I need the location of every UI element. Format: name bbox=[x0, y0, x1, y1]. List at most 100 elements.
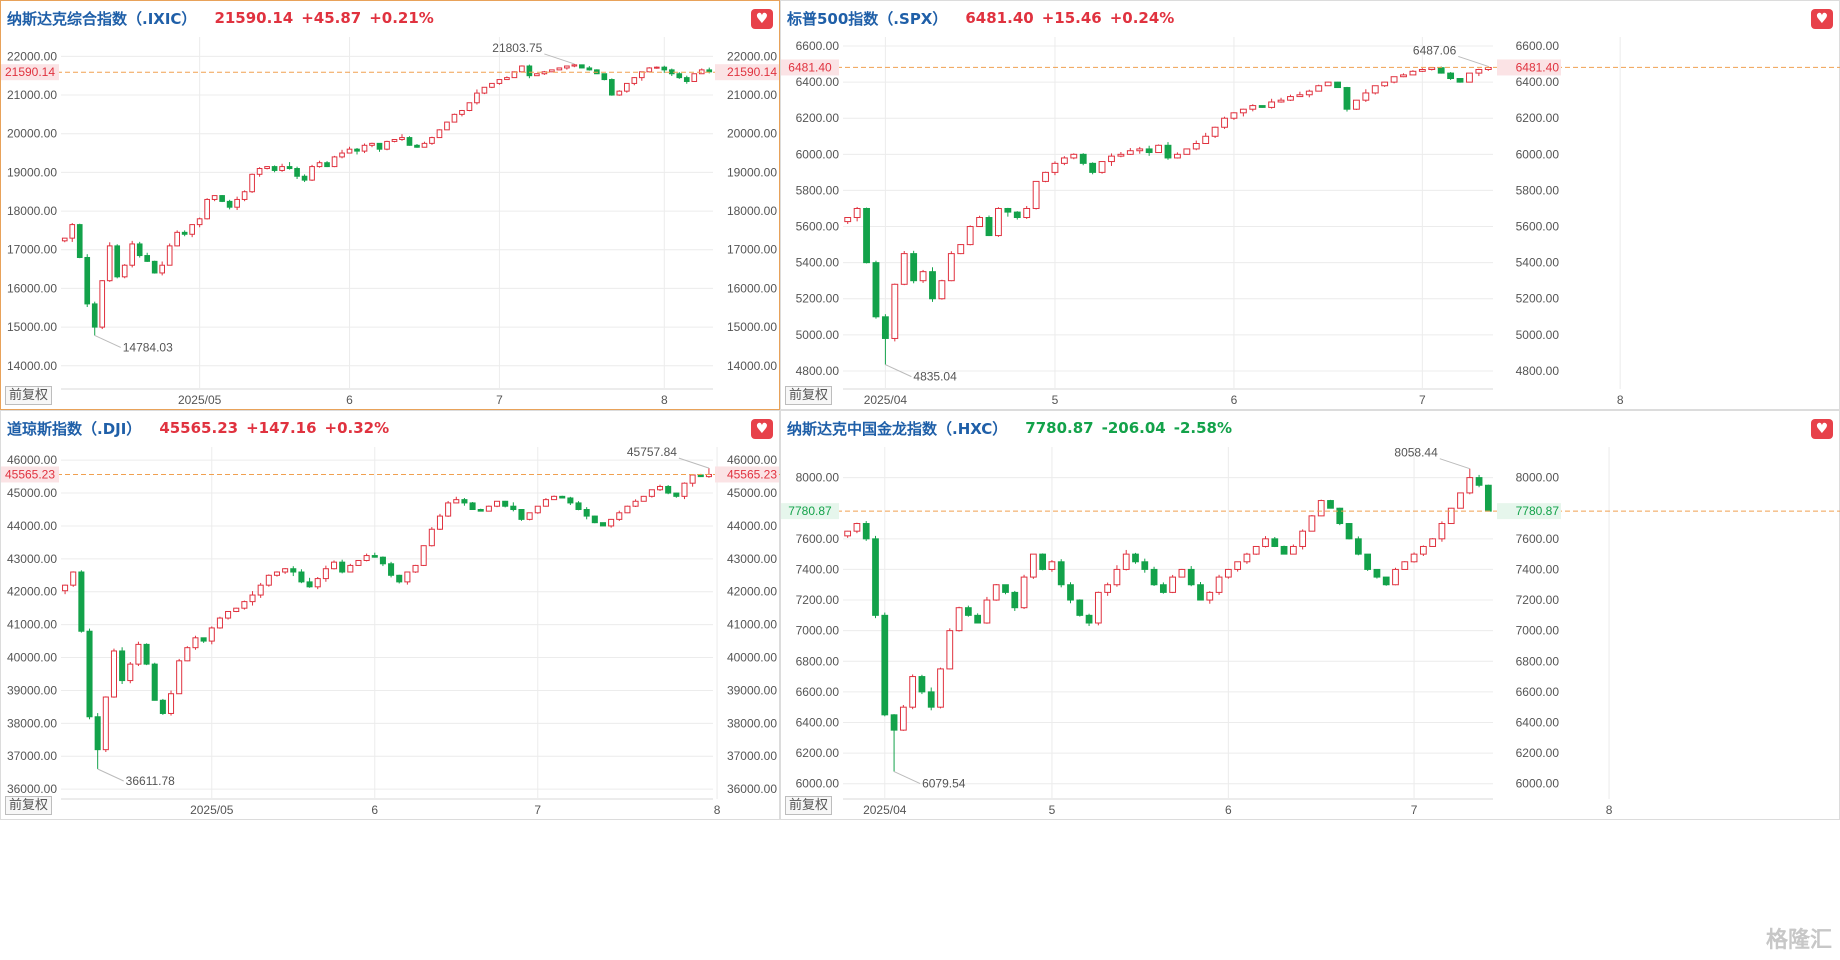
candle-body bbox=[428, 528, 435, 547]
adjustment-toggle[interactable]: 前复权 bbox=[785, 386, 833, 405]
candle-body bbox=[1126, 150, 1134, 155]
candle-body bbox=[477, 509, 484, 512]
candle-body bbox=[1122, 553, 1130, 570]
y-tick-label-left: 5200.00 bbox=[796, 292, 840, 306]
candle-body bbox=[189, 224, 195, 235]
watermark-logo: 格隆汇 bbox=[1765, 927, 1832, 952]
candle-body bbox=[1410, 553, 1418, 563]
chart-panel-spx[interactable]: 标普500指数（.SPX） 6481.40 +15.46 +0.24% ♥ 66… bbox=[780, 0, 1840, 410]
candle-body bbox=[1324, 81, 1332, 87]
candle-body bbox=[502, 500, 509, 507]
last-price-tag-right-bg bbox=[715, 64, 779, 81]
candlestick-chart[interactable]: 22000.00 22000.00 21000.00 21000.00 20000.00… bbox=[1, 1, 781, 411]
candle-body bbox=[863, 207, 870, 264]
candle-body bbox=[489, 82, 495, 88]
candle-body bbox=[526, 512, 533, 520]
candle-body bbox=[575, 502, 582, 511]
candle-body bbox=[233, 607, 240, 612]
candle-body bbox=[1249, 105, 1257, 110]
heart-icon[interactable]: ♥ bbox=[751, 419, 773, 439]
candle-body bbox=[459, 109, 465, 115]
candle-body bbox=[181, 231, 188, 235]
candle-body bbox=[1371, 85, 1379, 94]
candle-body bbox=[1400, 74, 1407, 78]
candle-body bbox=[976, 217, 984, 228]
candle-body bbox=[294, 168, 300, 177]
index-name[interactable]: 道琼斯指数（.DJI） bbox=[7, 419, 142, 438]
candle-body bbox=[504, 77, 510, 81]
y-tick-label-right: 6200.00 bbox=[1516, 111, 1560, 125]
last-price: 45565.23 bbox=[159, 419, 239, 437]
candle-body bbox=[1076, 599, 1084, 616]
y-tick-label-left: 41000.00 bbox=[7, 618, 57, 632]
candle-body bbox=[78, 571, 85, 632]
adjustment-toggle[interactable]: 前复权 bbox=[785, 796, 833, 815]
chart-panel-dji[interactable]: 道琼斯指数（.DJI） 45565.23 +147.16 +0.32% ♥ 46… bbox=[0, 410, 781, 821]
candle-body bbox=[899, 706, 907, 731]
candle-body bbox=[992, 584, 1000, 601]
heart-icon[interactable]: ♥ bbox=[1811, 419, 1833, 439]
candle-body bbox=[640, 495, 647, 502]
candle-body bbox=[616, 512, 623, 520]
candle-body bbox=[1089, 162, 1097, 173]
candle-body bbox=[1345, 523, 1353, 540]
candle-body bbox=[1067, 584, 1074, 601]
index-name[interactable]: 纳斯达克中国金龙指数（.HXC） bbox=[787, 419, 1008, 438]
adjustment-toggle[interactable]: 前复权 bbox=[5, 386, 53, 405]
candle-body bbox=[371, 555, 378, 558]
low-label: 14784.03 bbox=[123, 340, 173, 354]
candle-body bbox=[983, 599, 991, 624]
candle-body bbox=[872, 538, 879, 616]
x-tick-label: 6 bbox=[1231, 393, 1238, 407]
candle-body bbox=[1174, 153, 1181, 159]
candle-body bbox=[121, 264, 128, 278]
adjustment-toggle[interactable]: 前复权 bbox=[5, 796, 53, 815]
x-tick-label: 7 bbox=[534, 803, 541, 817]
candle-body bbox=[265, 574, 272, 586]
candle-body bbox=[91, 303, 98, 328]
index-name[interactable]: 纳斯达克综合指数（.IXIC） bbox=[7, 9, 197, 28]
y-tick-label-right: 6600.00 bbox=[1516, 39, 1560, 53]
y-tick-label-right: 20000.00 bbox=[727, 127, 777, 141]
candle-body bbox=[1438, 523, 1446, 540]
panel-header: 纳斯达克中国金龙指数（.HXC） 7780.87 -206.04 -2.58% bbox=[787, 417, 1240, 439]
candle-body bbox=[110, 650, 118, 698]
candle-body bbox=[599, 522, 607, 527]
y-tick-label-left: 5000.00 bbox=[796, 328, 840, 342]
index-name[interactable]: 标普500指数（.SPX） bbox=[787, 9, 948, 28]
last-price: 6481.40 bbox=[965, 9, 1034, 27]
y-tick-label-left: 6400.00 bbox=[796, 75, 840, 89]
candle-body bbox=[1239, 108, 1247, 114]
candle-body bbox=[151, 260, 158, 274]
candle-body bbox=[586, 67, 593, 71]
y-tick-label-left: 22000.00 bbox=[7, 49, 57, 63]
candlestick-chart[interactable]: 8000.00 8000.00 7600.00 7600.00 7400.00 7400.… bbox=[781, 411, 1840, 821]
candle-body bbox=[1418, 68, 1426, 72]
chart-panel-ixic[interactable]: 纳斯达克综合指数（.IXIC） 21590.14 +45.87 +0.21% ♥… bbox=[0, 0, 781, 411]
candle-body bbox=[461, 499, 468, 504]
y-tick-label-left: 19000.00 bbox=[7, 165, 57, 179]
y-tick-label-left: 21000.00 bbox=[7, 88, 57, 102]
heart-icon[interactable]: ♥ bbox=[1811, 9, 1833, 29]
last-price-tag-right: 7780.87 bbox=[1516, 504, 1560, 518]
candle-body bbox=[601, 73, 608, 81]
candlestick-chart[interactable]: 6600.00 6600.00 6400.00 6400.00 6200.00 6200.… bbox=[781, 1, 1840, 411]
candle-body bbox=[1230, 112, 1238, 119]
candlestick-chart[interactable]: 46000.00 46000.00 45000.00 45000.00 44000.00… bbox=[1, 411, 781, 821]
candle-body bbox=[271, 166, 278, 171]
candle-body bbox=[309, 166, 315, 181]
candle-body bbox=[919, 271, 927, 282]
low-label: 4835.04 bbox=[913, 370, 957, 384]
low-leader-line bbox=[97, 768, 124, 782]
candle-body bbox=[493, 500, 501, 507]
candle-body bbox=[1475, 68, 1483, 74]
y-tick-label-right: 14000.00 bbox=[727, 359, 777, 373]
chart-panel-hxc[interactable]: 纳斯达克中国金龙指数（.HXC） 7780.87 -206.04 -2.58% … bbox=[780, 410, 1840, 820]
candle-body bbox=[1315, 85, 1323, 92]
candle-body bbox=[1336, 507, 1344, 525]
candle-body bbox=[1060, 157, 1068, 164]
low-leader-line bbox=[94, 335, 121, 348]
candle-body bbox=[1211, 126, 1219, 137]
candle-body bbox=[1484, 484, 1492, 512]
heart-icon[interactable]: ♥ bbox=[751, 9, 773, 29]
